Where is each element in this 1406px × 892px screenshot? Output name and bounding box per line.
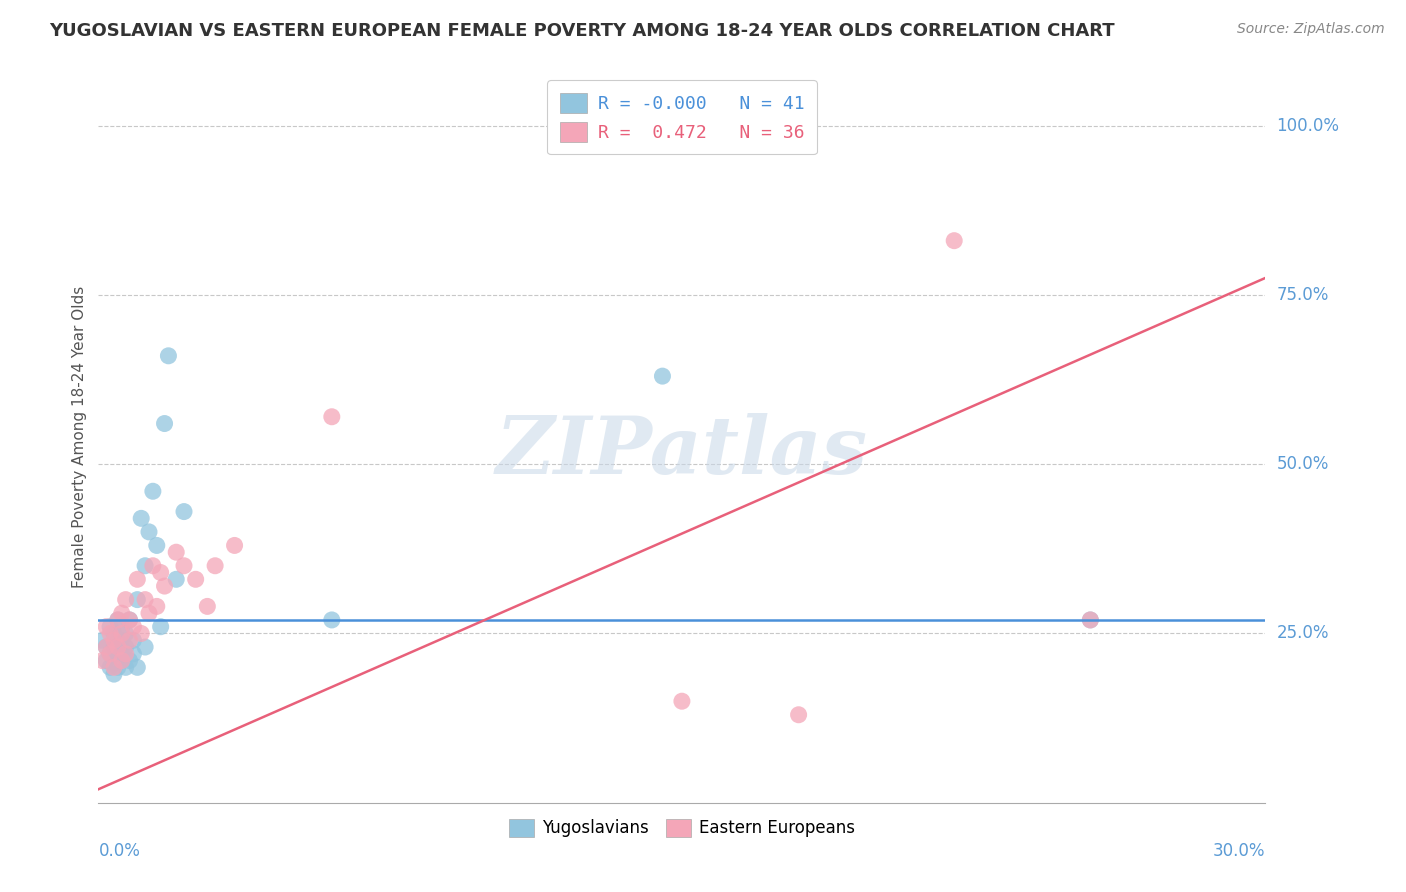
Point xyxy=(107,633,129,648)
Point xyxy=(321,613,343,627)
Point xyxy=(111,633,134,648)
Text: 100.0%: 100.0% xyxy=(1277,117,1340,135)
Point xyxy=(98,647,121,661)
Point xyxy=(173,558,195,573)
Point xyxy=(153,579,176,593)
Point xyxy=(142,558,165,573)
Point xyxy=(134,558,156,573)
Point xyxy=(146,538,169,552)
Point xyxy=(118,633,141,648)
Y-axis label: Female Poverty Among 18-24 Year Olds: Female Poverty Among 18-24 Year Olds xyxy=(72,286,87,588)
Point xyxy=(107,660,129,674)
Point xyxy=(107,647,129,661)
Point xyxy=(153,417,176,431)
Point xyxy=(96,654,118,668)
Point xyxy=(114,626,136,640)
Text: 50.0%: 50.0% xyxy=(1277,455,1329,473)
Point xyxy=(165,545,187,559)
Point xyxy=(127,660,149,674)
Point xyxy=(943,234,966,248)
Text: YUGOSLAVIAN VS EASTERN EUROPEAN FEMALE POVERTY AMONG 18-24 YEAR OLDS CORRELATION: YUGOSLAVIAN VS EASTERN EUROPEAN FEMALE P… xyxy=(49,22,1115,40)
Point xyxy=(98,626,121,640)
Point xyxy=(321,409,343,424)
Point xyxy=(127,592,149,607)
Point xyxy=(96,620,118,634)
Point xyxy=(114,640,136,654)
Point xyxy=(204,558,226,573)
Point xyxy=(107,613,129,627)
Point xyxy=(107,640,129,654)
Point xyxy=(149,620,172,634)
Point xyxy=(122,647,145,661)
Point xyxy=(107,613,129,627)
Point xyxy=(651,369,673,384)
Point xyxy=(103,640,125,654)
Point xyxy=(118,613,141,627)
Point xyxy=(149,566,172,580)
Text: 0.0%: 0.0% xyxy=(98,842,141,860)
Point xyxy=(103,626,125,640)
Point xyxy=(142,484,165,499)
Point xyxy=(157,349,180,363)
Point xyxy=(1080,613,1102,627)
Point xyxy=(114,592,136,607)
Point xyxy=(184,572,207,586)
Point xyxy=(787,707,810,722)
Point xyxy=(114,660,136,674)
Text: ZIPatlas: ZIPatlas xyxy=(496,413,868,491)
Point xyxy=(111,626,134,640)
Point xyxy=(134,640,156,654)
Text: Source: ZipAtlas.com: Source: ZipAtlas.com xyxy=(1237,22,1385,37)
Point xyxy=(1080,613,1102,627)
Point xyxy=(122,633,145,648)
Point xyxy=(118,654,141,668)
Text: 75.0%: 75.0% xyxy=(1277,285,1329,304)
Point xyxy=(103,660,125,674)
Point xyxy=(114,647,136,661)
Point xyxy=(146,599,169,614)
Point xyxy=(103,633,125,648)
Point xyxy=(195,599,218,614)
Point xyxy=(96,640,118,654)
Point xyxy=(96,640,118,654)
Point xyxy=(138,606,160,620)
Point xyxy=(103,667,125,681)
Point xyxy=(111,647,134,661)
Point xyxy=(138,524,160,539)
Point xyxy=(165,572,187,586)
Legend: Yugoslavians, Eastern Europeans: Yugoslavians, Eastern Europeans xyxy=(501,810,863,846)
Point xyxy=(173,505,195,519)
Point xyxy=(129,511,152,525)
Point xyxy=(111,654,134,668)
Point xyxy=(111,620,134,634)
Point xyxy=(134,592,156,607)
Point xyxy=(111,606,134,620)
Point xyxy=(111,654,134,668)
Point xyxy=(98,620,121,634)
Point xyxy=(98,647,121,661)
Point xyxy=(122,620,145,634)
Point xyxy=(91,654,114,668)
Point xyxy=(91,633,114,648)
Point xyxy=(129,626,152,640)
Point xyxy=(127,572,149,586)
Point xyxy=(118,613,141,627)
Point xyxy=(671,694,693,708)
Text: 25.0%: 25.0% xyxy=(1277,624,1329,642)
Text: 30.0%: 30.0% xyxy=(1213,842,1265,860)
Point xyxy=(111,640,134,654)
Point xyxy=(224,538,246,552)
Point xyxy=(98,660,121,674)
